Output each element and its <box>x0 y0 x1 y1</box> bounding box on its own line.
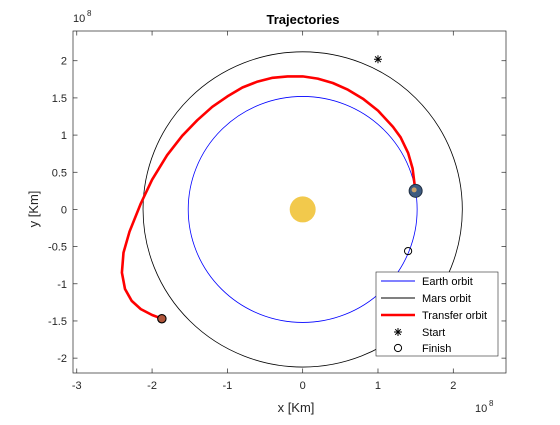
mars-icon <box>157 313 167 324</box>
x-tick-label: -2 <box>147 380 157 392</box>
x-tick-label: -3 <box>72 380 82 392</box>
series-mars-orbit <box>142 51 463 368</box>
y-exponent: 10 8 <box>73 9 92 25</box>
y-exponent-base: 10 <box>73 13 85 25</box>
x-tick-label: 0 <box>300 380 306 392</box>
axes-frame <box>72 30 507 374</box>
x-tick-label: 1 <box>375 380 381 392</box>
x-tick-label: -1 <box>222 380 232 392</box>
legend-label-earth-orbit: Earth orbit <box>422 276 473 288</box>
y-tick-label: -2 <box>57 353 67 365</box>
legend-label-finish: Finish <box>422 343 451 355</box>
series-transfer-orbit <box>120 75 417 321</box>
axes-box <box>72 30 507 374</box>
series-finish-marker <box>404 246 413 256</box>
legend-label-transfer-orbit: Transfer orbit <box>422 310 487 322</box>
legend-swatch-start <box>394 328 402 336</box>
earth-landmass-icon <box>411 187 417 193</box>
legend: Earth orbit Mars orbit Transfer orbit St… <box>375 271 499 357</box>
y-tick-label: -0.5 <box>48 242 67 254</box>
sun-icon <box>289 196 316 223</box>
y-axis-label: y [Km] <box>26 191 41 228</box>
y-tick-label: 1.5 <box>52 93 67 105</box>
series-start-marker <box>373 55 382 64</box>
x-axis-label: x [Km] <box>278 400 315 415</box>
y-tick-label: -1 <box>57 279 67 291</box>
legend-label-start: Start <box>422 327 445 339</box>
y-tick-label: 0.5 <box>52 167 67 179</box>
orbits-layer <box>120 51 463 368</box>
y-tick-label: 2 <box>61 56 67 68</box>
y-exponent-power: 8 <box>87 9 92 18</box>
y-tick-label: -1.5 <box>48 316 67 328</box>
markers-layer <box>157 55 423 324</box>
chart-title: Trajectories <box>267 12 340 27</box>
x-tick-label: 2 <box>450 380 456 392</box>
y-tick-label: 0 <box>61 204 67 216</box>
series-earth-orbit <box>187 96 418 323</box>
x-exponent: 10 8 <box>475 399 494 415</box>
asterisk-stroke <box>374 55 382 63</box>
legend-swatch-finish <box>393 343 403 353</box>
ticks-layer: -3 -2 -1 0 1 2 -2 -1.5 -1 -0.5 0 0.5 1 1.5 2 <box>48 31 506 392</box>
y-tick-label: 1 <box>61 130 67 142</box>
legend-label-mars-orbit: Mars orbit <box>422 293 471 305</box>
x-exponent-power: 8 <box>489 399 494 408</box>
x-exponent-base: 10 <box>475 403 487 415</box>
